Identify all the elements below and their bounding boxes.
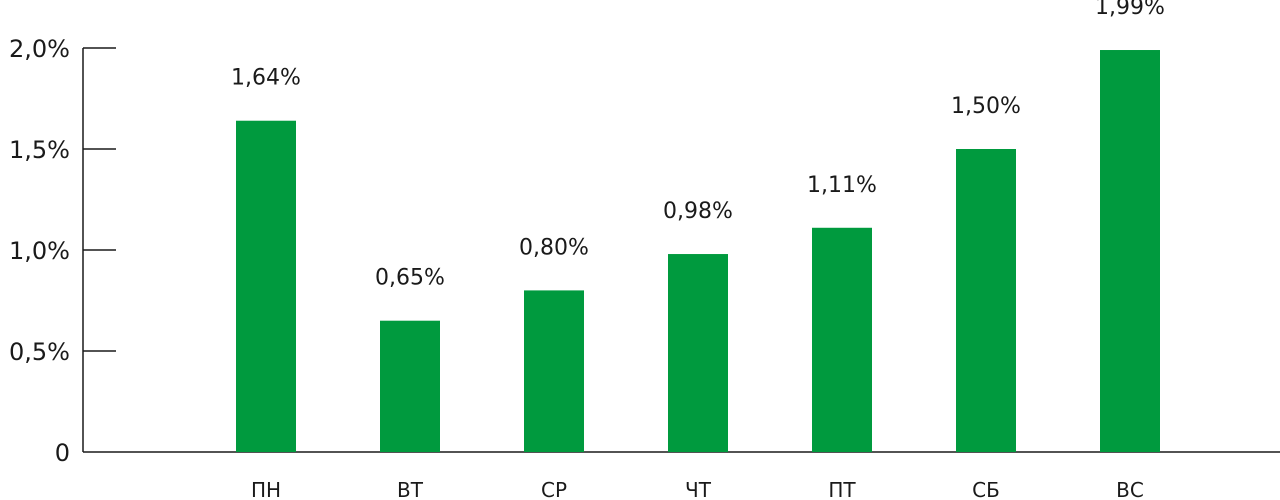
y-tick-label: 1,0% bbox=[9, 237, 70, 265]
bar bbox=[380, 320, 440, 452]
data-label: 0,80% bbox=[519, 235, 589, 260]
bar bbox=[524, 290, 584, 452]
data-label: 0,65% bbox=[375, 266, 445, 291]
y-axis-ticks: 0 0,5% 1,0% 1,5% 2,0% bbox=[9, 35, 116, 467]
data-labels: 1,64% 0,65% 0,80% 0,98% 1,11% 1,50% 1,99% bbox=[231, 0, 1165, 291]
y-tick-label: 2,0% bbox=[9, 35, 70, 63]
y-tick-label: 1,5% bbox=[9, 136, 70, 164]
y-tick-label: 0 bbox=[55, 439, 70, 467]
x-tick-label: ВС bbox=[1116, 478, 1144, 500]
x-tick-label: ПТ bbox=[828, 478, 856, 500]
data-label: 1,99% bbox=[1095, 0, 1165, 20]
bar-series bbox=[236, 50, 1160, 453]
bar bbox=[812, 227, 872, 452]
bar bbox=[236, 120, 296, 452]
bar bbox=[1100, 50, 1160, 453]
x-tick-label: СР bbox=[541, 478, 567, 500]
x-tick-label: ВТ bbox=[397, 478, 424, 500]
bar bbox=[668, 254, 728, 452]
x-tick-label: ПН bbox=[251, 478, 281, 500]
data-label: 1,50% bbox=[951, 94, 1021, 119]
y-tick-label: 0,5% bbox=[9, 338, 70, 366]
data-label: 1,64% bbox=[231, 66, 301, 91]
data-label: 0,98% bbox=[663, 199, 733, 224]
data-label: 1,11% bbox=[807, 173, 877, 198]
x-tick-label: СБ bbox=[972, 478, 1000, 500]
x-axis-ticks: ПН ВТ СР ЧТ ПТ СБ ВС bbox=[251, 478, 1144, 500]
x-tick-label: ЧТ bbox=[685, 478, 712, 500]
bar bbox=[956, 149, 1016, 452]
